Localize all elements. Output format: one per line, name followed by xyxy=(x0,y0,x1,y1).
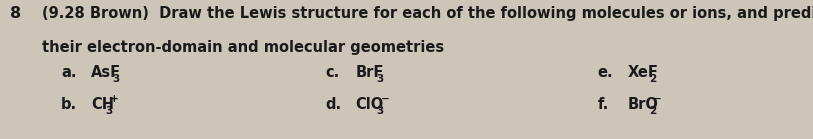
Text: 3: 3 xyxy=(105,106,112,116)
Text: their electron-domain and molecular geometries: their electron-domain and molecular geom… xyxy=(42,40,444,55)
Text: 2: 2 xyxy=(649,106,656,116)
Text: +: + xyxy=(110,94,119,104)
Text: ClO: ClO xyxy=(355,97,384,112)
Text: 3: 3 xyxy=(376,106,384,116)
Text: −: − xyxy=(654,94,662,104)
Text: b.: b. xyxy=(61,97,77,112)
Text: 3: 3 xyxy=(112,75,120,85)
Text: f.: f. xyxy=(598,97,609,112)
Text: −: − xyxy=(381,94,389,104)
Text: 8: 8 xyxy=(10,6,21,21)
Text: 3: 3 xyxy=(376,75,384,85)
Text: a.: a. xyxy=(61,65,76,80)
Text: 2: 2 xyxy=(649,75,656,85)
Text: (9.28 Brown)  Draw the Lewis structure for each of the following molecules or io: (9.28 Brown) Draw the Lewis structure fo… xyxy=(42,6,813,21)
Text: AsF: AsF xyxy=(91,65,121,80)
Text: XeF: XeF xyxy=(628,65,659,80)
Text: BrO: BrO xyxy=(628,97,659,112)
Text: BrF: BrF xyxy=(355,65,384,80)
Text: d.: d. xyxy=(325,97,341,112)
Text: c.: c. xyxy=(325,65,340,80)
Text: e.: e. xyxy=(598,65,613,80)
Text: CH: CH xyxy=(91,97,114,112)
